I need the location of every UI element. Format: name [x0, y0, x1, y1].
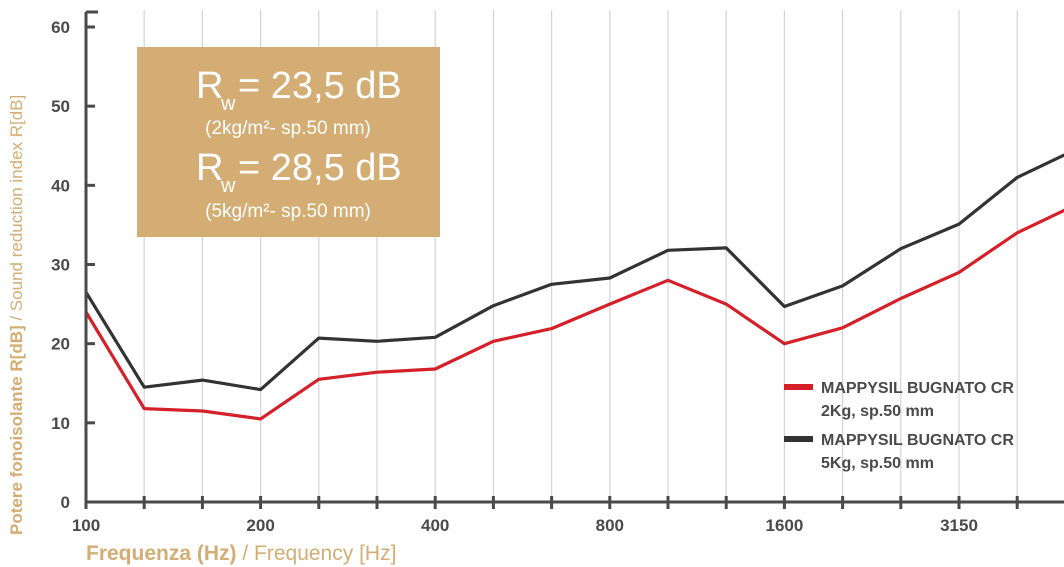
series-line-2kg — [84, 208, 1064, 421]
y-axis-title-bold: Potere fonoisolante R[dB] — [7, 325, 26, 535]
x-tick-label-3150: 3150 — [940, 516, 978, 535]
x-tick-label-800: 800 — [596, 516, 624, 535]
y-tick-label-50: 50 — [51, 97, 70, 116]
y-axis-title-light: / Sound reduction index R[dB] — [7, 95, 26, 326]
series-lines — [84, 153, 1064, 421]
x-axis-title-light: / Frequency [Hz] — [237, 542, 397, 565]
rw2-subscript: w — [220, 175, 236, 197]
rw1-subscript: w — [220, 93, 236, 115]
x-tick-label-100: 100 — [72, 516, 100, 535]
y-tick-label-10: 10 — [51, 414, 70, 433]
rw2-note: (5kg/m²- sp.50 mm) — [205, 201, 371, 222]
x-axis-title-bold: Frequenza (Hz) — [86, 542, 237, 565]
rw2-value: = 28,5 dB — [238, 147, 402, 189]
y-tick-label-20: 20 — [51, 335, 70, 354]
y-tick-label-30: 30 — [51, 256, 70, 275]
x-tick-label-1600: 1600 — [765, 516, 803, 535]
axes — [84, 10, 1064, 509]
y-tick-label-0: 0 — [61, 493, 70, 512]
y-tick-label-60: 60 — [51, 18, 70, 37]
rw1-value: = 23,5 dB — [238, 65, 402, 107]
x-tick-label-400: 400 — [421, 516, 449, 535]
legend-label-2kg-line2: 2Kg, sp.50 mm — [821, 403, 934, 420]
legend-label-5kg-line2: 5Kg, sp.50 mm — [821, 455, 934, 472]
rw1-note: (2kg/m²- sp.50 mm) — [205, 118, 371, 139]
legend: MAPPYSIL BUGNATO CR 2Kg, sp.50 mm MAPPYS… — [784, 380, 1014, 472]
series-line-5kg — [84, 153, 1064, 392]
rw1-symbol: R — [196, 65, 223, 107]
rw2-symbol: R — [196, 147, 223, 189]
y-tick-labels: 0 10 20 30 40 50 60 — [51, 18, 70, 512]
x-tick-labels: 100 200 400 800 1600 3150 — [72, 516, 978, 535]
x-axis-title: Frequenza (Hz) / Frequency [Hz] — [86, 542, 396, 565]
y-axis-title: Potere fonoisolante R[dB] / Sound reduct… — [7, 95, 26, 535]
legend-label-5kg-line1: MAPPYSIL BUGNATO CR — [821, 432, 1014, 449]
y-tick-label-40: 40 — [51, 176, 70, 195]
rw-annotation-box: R w = 23,5 dB (2kg/m²- sp.50 mm) R w = 2… — [137, 47, 440, 237]
x-tick-label-200: 200 — [246, 516, 274, 535]
legend-label-2kg-line1: MAPPYSIL BUGNATO CR — [821, 380, 1014, 397]
annotation-background — [137, 47, 440, 237]
